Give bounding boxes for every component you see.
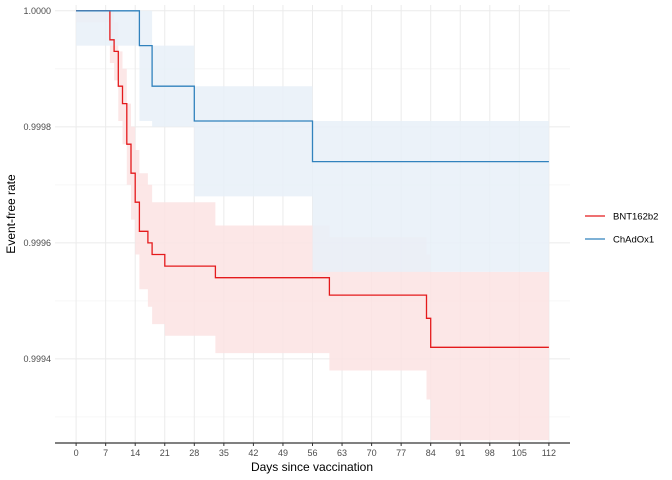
x-tick-label: 63 <box>337 448 347 458</box>
x-tick-label: 105 <box>512 448 527 458</box>
x-tick-label: 84 <box>426 448 436 458</box>
x-tick-label: 21 <box>160 448 170 458</box>
x-tick-label: 0 <box>74 448 79 458</box>
y-axis-title: Event-free rate <box>4 174 18 254</box>
x-tick-label: 70 <box>367 448 377 458</box>
x-tick-label: 49 <box>278 448 288 458</box>
survival-curves <box>76 10 549 348</box>
y-tick-label: 1.0000 <box>23 6 51 16</box>
x-tick-label: 91 <box>455 448 465 458</box>
series-line-1 <box>76 10 549 163</box>
series-line-0 <box>76 10 549 348</box>
x-tick-label: 98 <box>485 448 495 458</box>
x-axis: 0 7 14 21 28 35 42 49 56 63 70 77 84 91 98 105 112 <box>55 442 570 458</box>
x-tick-label: 7 <box>103 448 108 458</box>
x-tick-label: 28 <box>189 448 199 458</box>
legend-label-1: ChAdOx1 <box>613 235 654 246</box>
y-tick-label: 0.9998 <box>23 122 51 132</box>
y-tick-label: 0.9996 <box>23 238 51 248</box>
x-tick-label: 112 <box>542 448 556 458</box>
x-axis-title: Days since vaccination <box>251 460 373 474</box>
legend: BNT162b2 ChAdOx1 <box>585 212 658 246</box>
x-tick-label: 56 <box>307 448 317 458</box>
y-axis: 0.9994 0.9996 0.9998 1.0000 <box>23 6 51 364</box>
x-tick-label: 42 <box>248 448 258 458</box>
legend-label-0: BNT162b2 <box>613 212 658 223</box>
x-tick-label: 14 <box>130 448 140 458</box>
x-tick-label: 77 <box>396 448 406 458</box>
x-tick-label: 35 <box>219 448 229 458</box>
y-tick-label: 0.9994 <box>23 354 51 364</box>
